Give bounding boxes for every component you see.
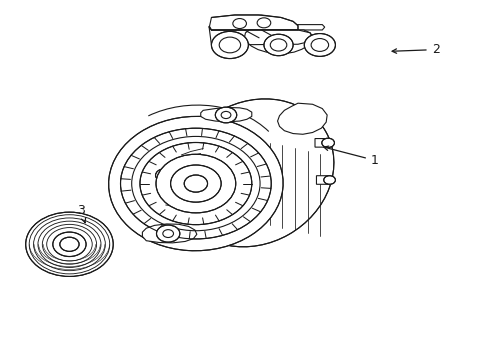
Polygon shape xyxy=(314,139,329,147)
Ellipse shape xyxy=(108,116,283,251)
Circle shape xyxy=(211,31,248,59)
Polygon shape xyxy=(142,224,197,243)
Circle shape xyxy=(184,175,207,192)
Ellipse shape xyxy=(174,99,333,247)
Circle shape xyxy=(140,143,251,225)
Polygon shape xyxy=(144,167,183,184)
Circle shape xyxy=(156,154,235,213)
Polygon shape xyxy=(244,30,312,54)
Polygon shape xyxy=(201,108,251,122)
Circle shape xyxy=(321,138,334,148)
Text: 3: 3 xyxy=(77,204,85,223)
Polygon shape xyxy=(208,24,324,30)
Circle shape xyxy=(26,212,113,276)
Polygon shape xyxy=(277,103,326,134)
Text: 2: 2 xyxy=(391,43,439,56)
Circle shape xyxy=(60,237,79,251)
Circle shape xyxy=(120,128,271,239)
Circle shape xyxy=(53,232,86,257)
Circle shape xyxy=(304,33,335,57)
Circle shape xyxy=(156,225,180,242)
Circle shape xyxy=(323,176,335,184)
Polygon shape xyxy=(209,15,297,30)
Polygon shape xyxy=(316,176,331,184)
Circle shape xyxy=(155,169,173,182)
Circle shape xyxy=(170,165,221,202)
Circle shape xyxy=(264,34,292,56)
Text: 1: 1 xyxy=(323,146,378,167)
Circle shape xyxy=(215,107,236,123)
